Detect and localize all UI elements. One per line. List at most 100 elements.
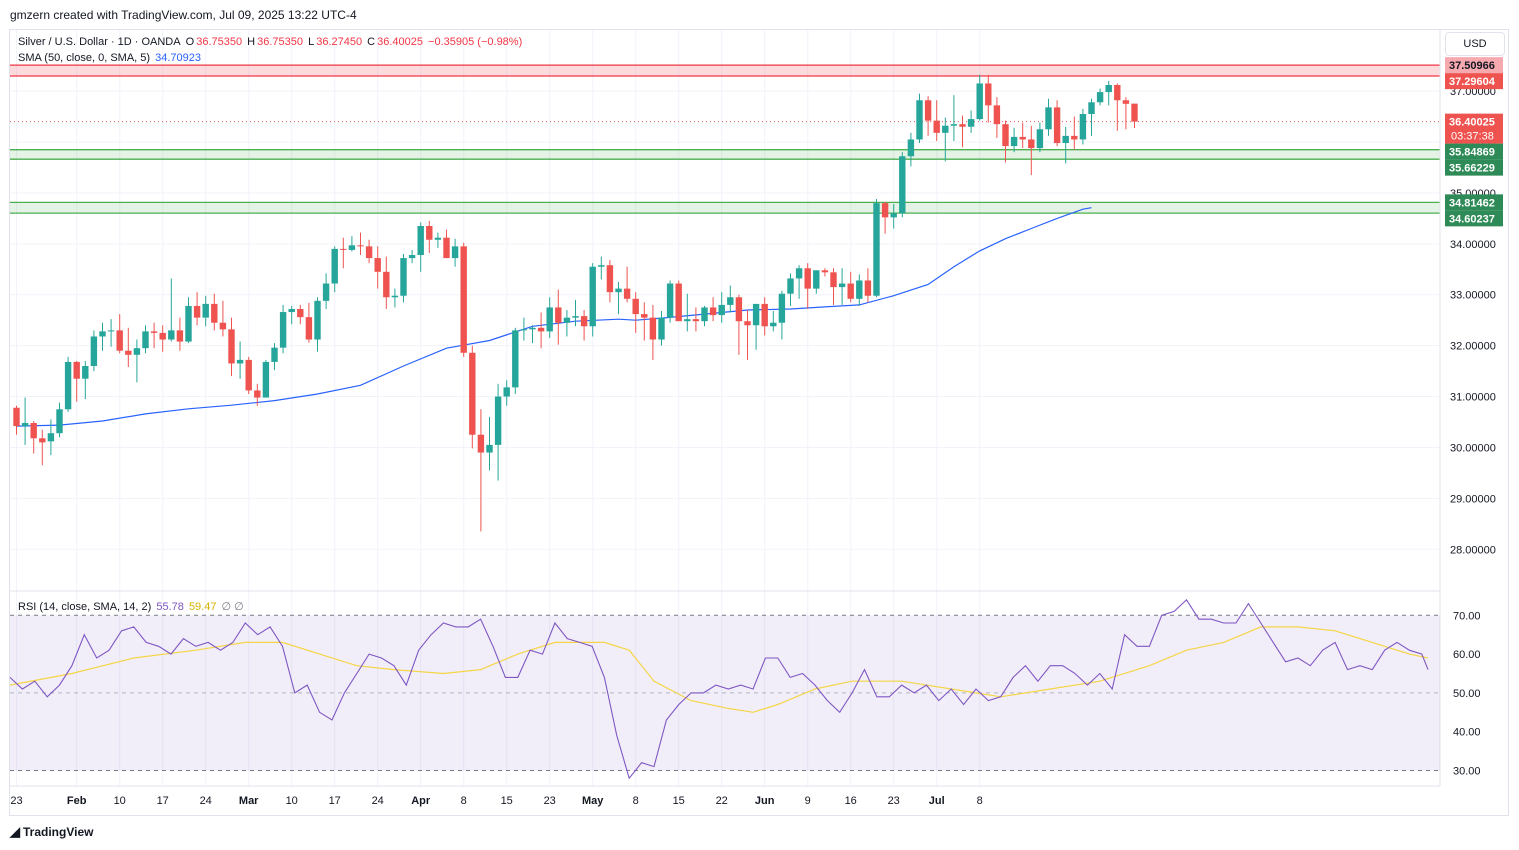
candle bbox=[90, 330, 98, 372]
candle-body bbox=[39, 438, 46, 443]
candle-body bbox=[116, 330, 123, 351]
chart-caption: gmzern created with TradingView.com, Jul… bbox=[10, 8, 357, 22]
candle-body bbox=[374, 258, 381, 272]
rsi-line bbox=[9, 598, 1429, 780]
candle bbox=[1096, 88, 1104, 106]
candle-body bbox=[529, 327, 536, 330]
candle-body bbox=[185, 305, 192, 342]
candle-body bbox=[1053, 107, 1061, 144]
candle bbox=[228, 317, 235, 377]
candle bbox=[365, 239, 373, 264]
candle-body bbox=[142, 331, 149, 349]
candle-body bbox=[1114, 84, 1121, 101]
last-price-tag-bg bbox=[1445, 113, 1503, 144]
candle bbox=[116, 314, 123, 354]
time-tick-label: Apr bbox=[411, 795, 431, 807]
candle-body bbox=[64, 361, 72, 410]
candle-body bbox=[159, 332, 166, 340]
time-tick-label: 16 bbox=[845, 795, 857, 807]
candle-body bbox=[30, 423, 37, 439]
support-price-tag: 34.81462 bbox=[1449, 197, 1495, 209]
time-tick-label: May bbox=[582, 795, 604, 807]
symbol-title[interactable]: Silver / U.S. Dollar · 1D · OANDA bbox=[18, 36, 181, 48]
resistance-zone bbox=[10, 65, 1440, 77]
candle-body bbox=[761, 303, 768, 327]
low-label: L bbox=[308, 36, 315, 48]
rsi-tick-label: 30.00 bbox=[1453, 765, 1481, 777]
currency-button[interactable]: USD bbox=[1445, 32, 1505, 56]
time-tick-label: 15 bbox=[501, 795, 513, 807]
candle-body bbox=[1105, 84, 1112, 93]
main-legend: Silver / U.S. Dollar · 1D · OANDA O 36.75… bbox=[18, 36, 524, 48]
candle-body bbox=[684, 319, 691, 322]
candle-body bbox=[434, 237, 442, 240]
candle bbox=[830, 268, 837, 305]
candle bbox=[1010, 127, 1018, 153]
candle bbox=[1028, 125, 1035, 176]
time-tick-label: Mar bbox=[239, 795, 259, 807]
candle-body bbox=[520, 329, 528, 331]
candle bbox=[348, 236, 356, 252]
candle-body bbox=[1028, 139, 1035, 149]
candle-body bbox=[1096, 92, 1104, 103]
candle bbox=[1079, 108, 1087, 145]
last-price-tag: 36.40025 bbox=[1449, 117, 1495, 129]
candle bbox=[933, 100, 940, 141]
close-value: 36.40025 bbox=[377, 36, 423, 48]
candle bbox=[245, 356, 252, 394]
candle-body bbox=[90, 336, 98, 366]
candle bbox=[899, 152, 906, 218]
resistance-price-tag: 37.50966 bbox=[1449, 60, 1495, 72]
candle-body bbox=[82, 366, 89, 379]
candle bbox=[718, 292, 725, 323]
candle-body bbox=[365, 246, 373, 259]
sma-value: 34.70923 bbox=[155, 52, 202, 64]
rsi-legend[interactable]: RSI (14, close, SMA, 14, 2) 55.78 59.47 … bbox=[18, 600, 246, 613]
candle-body bbox=[1122, 100, 1130, 104]
candle-body bbox=[417, 226, 424, 256]
sma-legend[interactable]: SMA (50, close, 0, SMA, 5) 34.70923 bbox=[18, 52, 203, 64]
rsi-extra: ∅ ∅ bbox=[221, 601, 244, 613]
candle bbox=[99, 322, 106, 351]
candle bbox=[107, 319, 115, 347]
candle bbox=[1036, 122, 1044, 153]
candle-body bbox=[804, 268, 811, 289]
candle bbox=[985, 74, 992, 123]
candle-body bbox=[271, 347, 278, 362]
candle-body bbox=[340, 248, 347, 250]
candle-body bbox=[443, 237, 450, 259]
candle-body bbox=[985, 83, 992, 106]
candle bbox=[1071, 116, 1078, 150]
time-tick-label: 8 bbox=[633, 795, 639, 807]
candle-body bbox=[1088, 102, 1095, 114]
candle-body bbox=[391, 295, 399, 298]
time-tick-label: 23 bbox=[544, 795, 556, 807]
candle-body bbox=[21, 423, 29, 427]
candle bbox=[1045, 98, 1052, 136]
candle-body bbox=[400, 258, 407, 296]
candle bbox=[408, 249, 416, 264]
candle bbox=[838, 268, 846, 305]
candle bbox=[262, 359, 270, 398]
support-price-tag: 35.84869 bbox=[1449, 147, 1495, 159]
tradingview-brand[interactable]: ◢ TradingView bbox=[10, 824, 93, 840]
candle-body bbox=[787, 278, 794, 294]
candle-body bbox=[890, 213, 897, 218]
candle bbox=[1088, 98, 1095, 136]
candle bbox=[331, 246, 338, 293]
candle-body bbox=[933, 120, 940, 133]
candle bbox=[967, 110, 975, 133]
candle-body bbox=[873, 203, 880, 296]
candle-body bbox=[735, 297, 743, 322]
rsi-tick-label: 40.00 bbox=[1453, 727, 1481, 739]
candle-body bbox=[477, 434, 485, 453]
candle-body bbox=[838, 283, 846, 288]
candle-body bbox=[176, 330, 184, 342]
candle bbox=[623, 266, 631, 303]
candle bbox=[443, 229, 450, 259]
candle-body bbox=[133, 348, 141, 355]
candle-body bbox=[314, 300, 321, 340]
candle bbox=[460, 242, 467, 357]
candle bbox=[159, 325, 166, 352]
